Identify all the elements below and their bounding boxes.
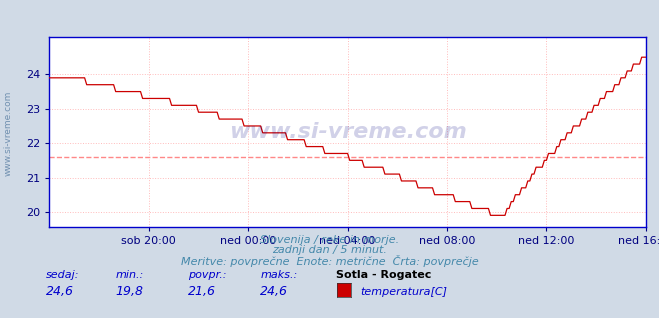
Text: povpr.:: povpr.: [188,270,226,280]
Text: min.:: min.: [115,270,144,280]
Text: Meritve: povprečne  Enote: metrične  Črta: povprečje: Meritve: povprečne Enote: metrične Črta:… [181,255,478,267]
Text: zadnji dan / 5 minut.: zadnji dan / 5 minut. [272,245,387,255]
Text: 24,6: 24,6 [260,285,288,298]
Text: 19,8: 19,8 [115,285,143,298]
Text: Slovenija / reke in morje.: Slovenija / reke in morje. [260,235,399,245]
Text: maks.:: maks.: [260,270,298,280]
Text: www.si-vreme.com: www.si-vreme.com [229,122,467,142]
Text: www.si-vreme.com: www.si-vreme.com [3,91,13,176]
Text: 24,6: 24,6 [46,285,74,298]
Text: Sotla - Rogatec: Sotla - Rogatec [336,270,432,280]
Text: temperatura[C]: temperatura[C] [360,287,447,297]
Text: 21,6: 21,6 [188,285,215,298]
Text: sedaj:: sedaj: [46,270,80,280]
